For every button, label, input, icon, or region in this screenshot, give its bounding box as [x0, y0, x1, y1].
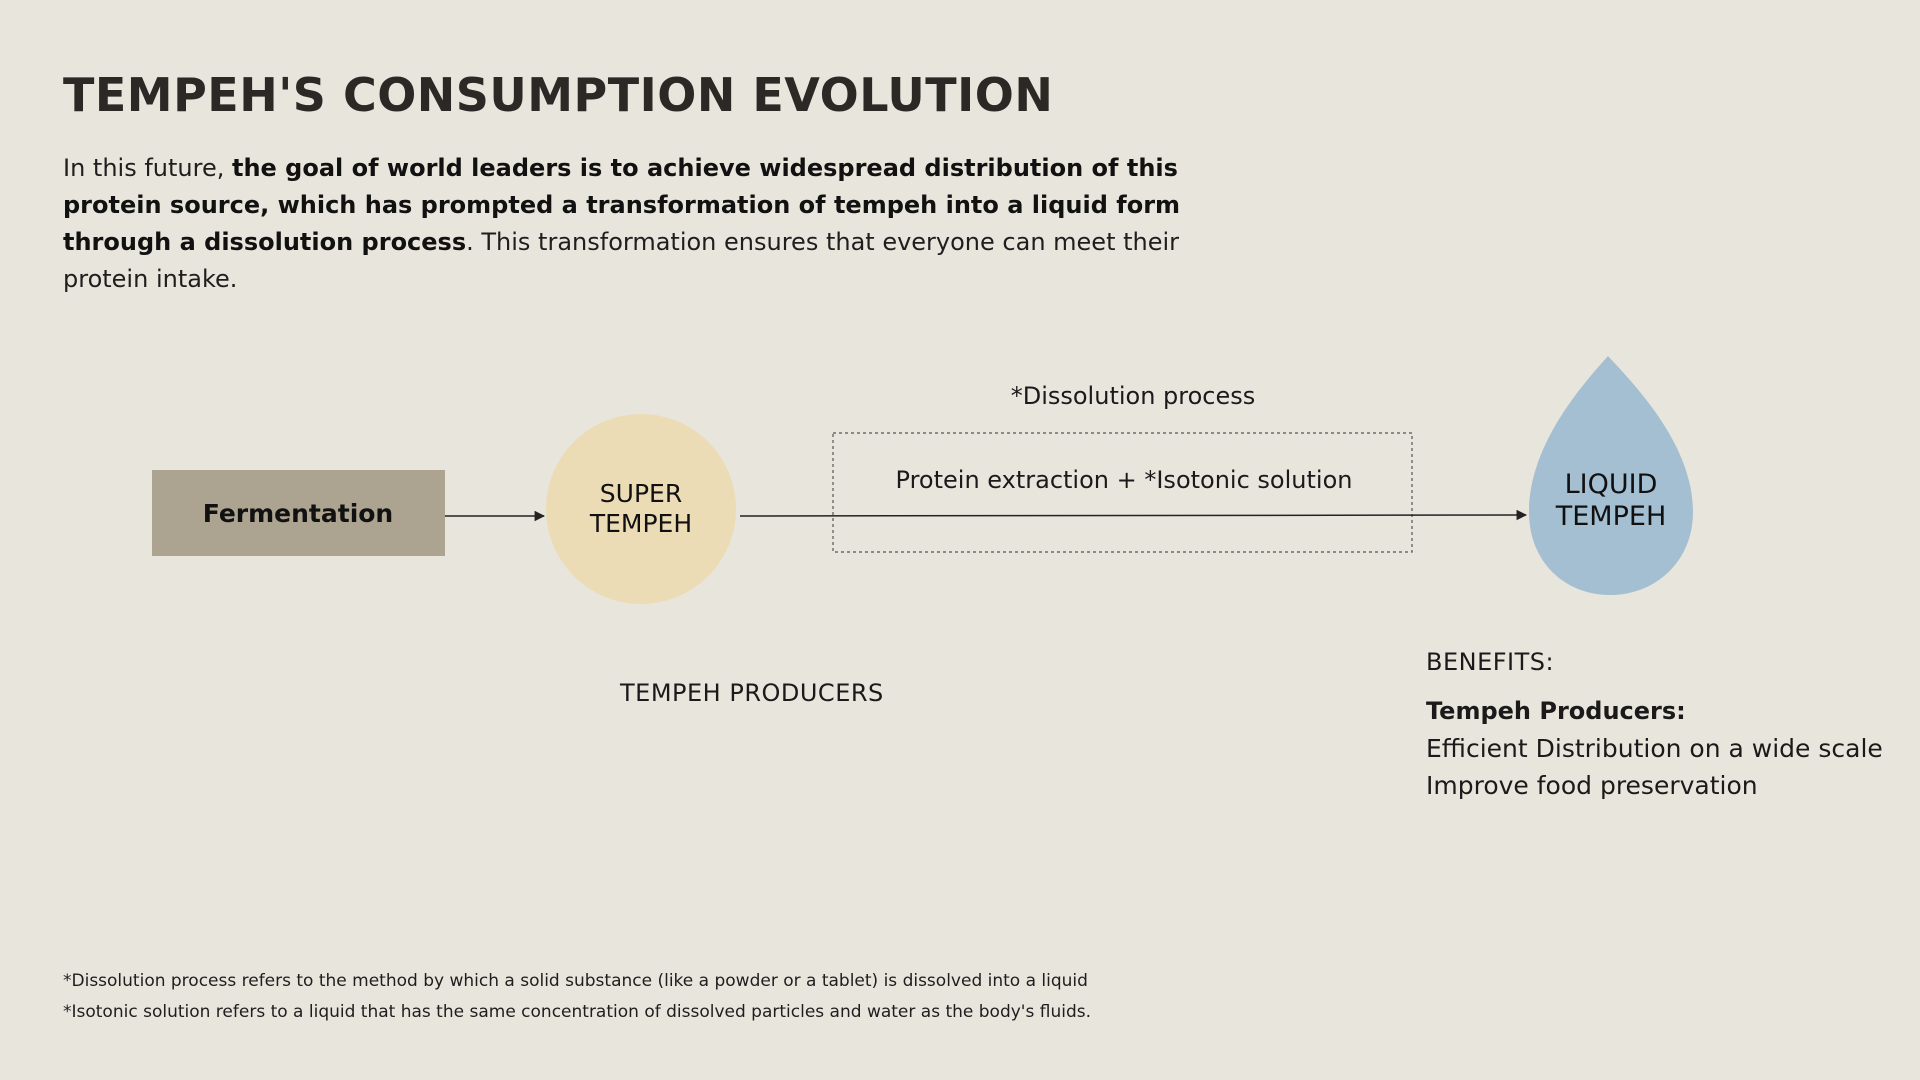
process-box-label: Protein extraction + *Isotonic solution	[896, 466, 1353, 494]
fermentation-box	[152, 470, 445, 556]
super-tempeh-circle	[546, 414, 736, 604]
dissolution-process-heading: *Dissolution process	[1011, 382, 1256, 410]
footnote-dissolution: *Dissolution process refers to the metho…	[63, 971, 1088, 991]
fermentation-node: Fermentation	[152, 470, 445, 556]
liquid-drop-icon	[1529, 356, 1693, 595]
benefit-item: Efficient Distribution on a wide scale	[1426, 734, 1883, 763]
intro-paragraph: In this future, the goal of world leader…	[63, 150, 1263, 298]
tempeh-producers-label: TEMPEH PRODUCERS	[620, 679, 884, 707]
benefits-title: BENEFITS:	[1426, 648, 1555, 676]
arrow-super-tempeh-to-liquid-tempeh	[739, 509, 1528, 521]
liquid-tempeh-node: LIQUID TEMPEH	[1529, 356, 1693, 595]
intro-tail: . This transformation ensures that every…	[63, 228, 1180, 293]
benefits-panel: BENEFITS: Tempeh Producers: Efficient Di…	[1426, 648, 1906, 804]
process-box	[832, 432, 1413, 553]
footnotes: *Dissolution process refers to the metho…	[63, 966, 1091, 1028]
benefit-item: Improve food preservation	[1426, 771, 1758, 800]
fermentation-label: Fermentation	[203, 499, 393, 528]
liquid-tempeh-label-line2: TEMPEH	[1555, 501, 1667, 532]
liquid-tempeh-label-line1: LIQUID	[1565, 469, 1658, 500]
benefits-subtitle: Tempeh Producers:	[1426, 697, 1686, 725]
page-title: TEMPEH'S CONSUMPTION EVOLUTION	[63, 68, 1054, 122]
super-tempeh-label-line1: SUPER	[600, 479, 682, 508]
footnote-isotonic: *Isotonic solution refers to a liquid th…	[63, 1002, 1091, 1022]
intro-lead: In this future,	[63, 154, 232, 182]
super-tempeh-node: SUPER TEMPEH	[546, 414, 736, 604]
super-tempeh-label-line2: TEMPEH	[589, 509, 692, 538]
intro-bold: the goal of world leaders is to achieve …	[63, 154, 1181, 256]
